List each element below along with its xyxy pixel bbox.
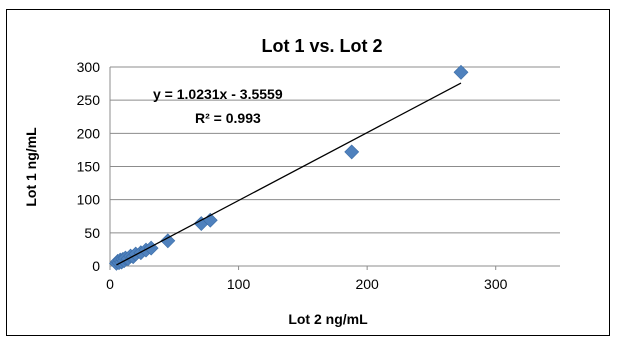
x-tick-label: 200 [355, 276, 379, 292]
trendline-equation: y = 1.0231x - 3.5559 [153, 86, 283, 102]
y-axis-title: Lot 1 ng/mL [23, 127, 39, 207]
chart-frame [6, 9, 610, 336]
x-tick-label: 300 [484, 276, 508, 292]
data-point [344, 144, 360, 160]
y-tick-label: 100 [77, 192, 101, 208]
gridlines [110, 66, 560, 234]
x-axis-title: Lot 2 ng/mL [288, 311, 368, 327]
y-tick-label: 0 [92, 258, 100, 274]
y-tick-label: 50 [84, 225, 100, 241]
chart-title: Lot 1 vs. Lot 2 [261, 36, 382, 56]
data-point [160, 233, 176, 249]
r-squared-label: R² = 0.993 [195, 110, 261, 126]
data-point [453, 64, 469, 80]
y-tick-labels: 0 50 100 150 200 250 300 [77, 59, 101, 274]
y-tick-label: 150 [77, 159, 101, 175]
y-tick-label: 300 [77, 59, 101, 75]
trendline [116, 82, 462, 266]
x-tick-labels: 0 100 200 300 [106, 266, 508, 292]
x-tick-label: 0 [106, 276, 114, 292]
x-tick-label: 100 [227, 276, 251, 292]
y-tick-label: 250 [77, 92, 101, 108]
y-tick-label: 200 [77, 125, 101, 141]
